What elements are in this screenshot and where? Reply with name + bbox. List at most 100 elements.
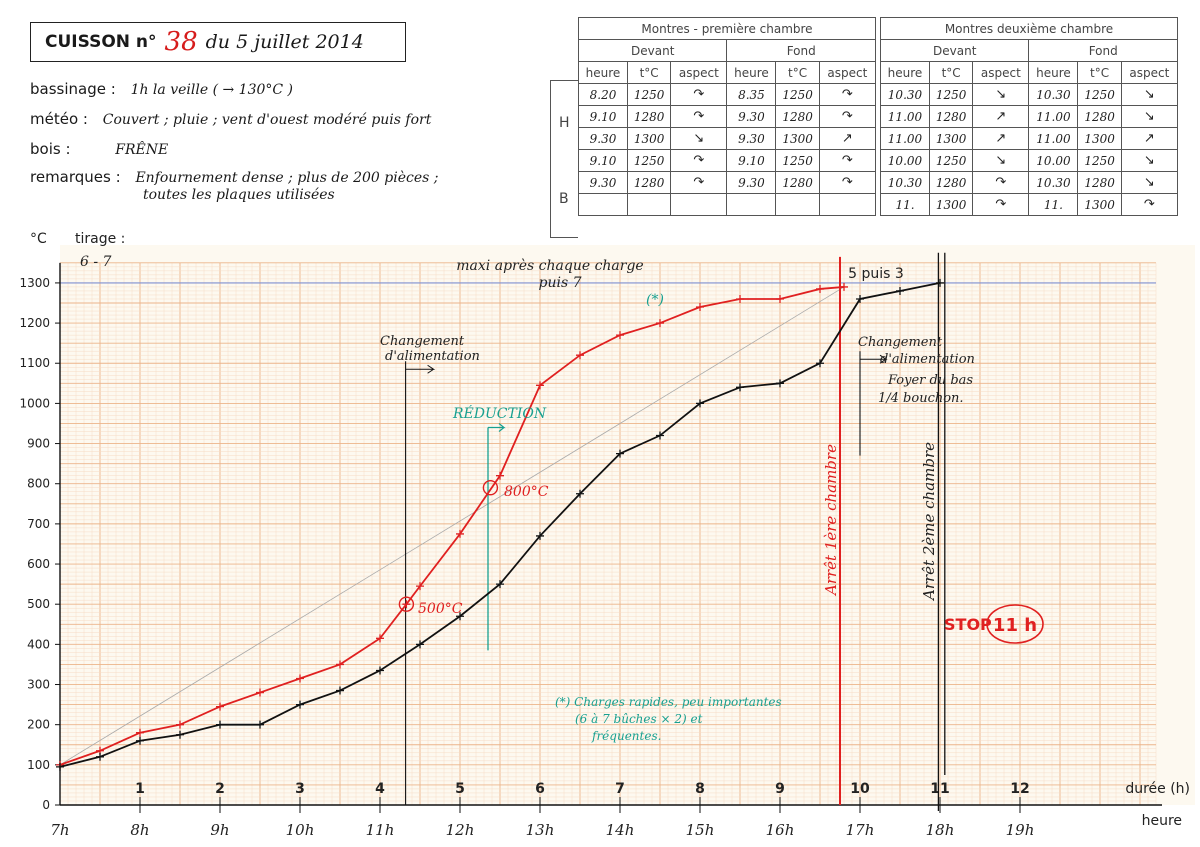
stop-hours-circle [986,604,1044,644]
duration-tick-label: 2 [215,781,225,797]
duration-tick-label: 11 [930,781,949,797]
data-point-chamber2 [336,686,344,695]
table-row: 9.30 1280 ↷ 9.30 1280 ↷ [578,171,877,194]
guide-lines [405,252,946,811]
table-row: 10.30 1280 ↷ 10.30 1280 ↘ [880,171,1179,194]
data-point-chamber2 [376,666,384,675]
duration-tick-label: 3 [295,781,305,797]
hour-tick-label: 12h [446,821,475,839]
data-point-chamber2 [96,752,104,761]
foyer-label-1: Foyer du bas [887,373,973,388]
row-group-b: B [559,191,569,207]
y-tick-label: 0 [42,798,50,812]
data-point-chamber2 [176,730,184,739]
data-point-chamber1 [336,660,344,669]
data-point-chamber1 [216,702,224,711]
table-cell: 1300 [775,127,820,150]
table-row: 9.10 1280 ↷ 9.30 1280 ↷ [578,105,877,128]
hour-tick-label: 11h [366,821,395,839]
table-row: 9.30 1300 ↘ 9.30 1300 ↗ [578,127,877,150]
y-tick-label: 300 [27,678,50,692]
duration-tick-label: 8 [695,781,705,797]
data-point-chamber2 [576,489,584,498]
x-axis-label: durée (h) [1125,781,1190,797]
footnote-line-3: fréquentes. [591,729,661,743]
table-cell: 10.00 [1028,149,1079,172]
label-800c: 800°C [504,484,549,500]
maxi-note-2: puis 7 [539,275,582,291]
data-point-chamber1 [536,381,544,390]
hour-tick-label: 10h [286,821,315,839]
stop-hours-label: 11 h [993,615,1037,636]
aspect-cell: ↷ [972,193,1030,216]
table-cell: 11. [880,193,930,216]
data-point-chamber2 [696,399,704,408]
tirage-end-value: 5 puis 3 [848,266,904,282]
table-cell: 1300 [928,193,974,216]
data-point-chamber1 [776,294,784,303]
data-point-chamber1 [256,688,264,697]
aspect-cell [818,193,877,216]
data-point-chamber2 [536,531,544,540]
table-row: 10.00 1250 ↘ 10.00 1250 ↘ [880,149,1179,172]
hour-tick-label: 13h [526,821,555,839]
data-point-chamber1 [496,471,504,480]
table-cell: 9.30 [578,127,628,150]
aspect-cell: ↷ [670,149,728,172]
series-line-chamber1 [59,286,845,766]
table-cell: 1280 [775,105,820,128]
table1-col: aspect [670,61,728,84]
axes: 0 100 200 300 400 500 600 700 800 900 1000 1100 1200… [19,231,1190,839]
y-tick-label: 1300 [19,276,50,290]
hour-tick-label: 9h [210,821,229,839]
data-point-chamber2 [896,286,904,295]
y-axis-label: °C [30,231,47,247]
y-tick-label: 900 [27,437,50,451]
table-cell: 1280 [1077,105,1122,128]
table2-sub-devant: Devant [879,39,1030,62]
y-tick-label: 1000 [19,396,50,410]
hour-tick-label: 18h [926,821,955,839]
table2-col: t°C [928,61,974,84]
bois-label: bois : [30,140,71,158]
table1-col: heure [578,61,628,84]
meteo-value: Couvert ; pluie ; vent d'ouest modéré pu… [102,112,432,128]
bassinage-value: 1h la veille ( → 130°C ) [130,82,294,98]
table-row: 11.00 1280 ↗ 11.00 1280 ↘ [880,105,1179,128]
duration-tick-label: 1 [135,781,145,797]
annotations: tirage : 6 - 7 maxi après chaque chargepui… [75,231,1044,743]
table-first-chamber: Montres - première chambre Devant Fond h… [577,17,877,216]
hour-tick-label: 8h [130,821,149,839]
tirage-label: tirage : [75,231,125,247]
y-tick-label: 400 [27,637,50,651]
star-marker: (*) [646,292,664,308]
hour-tick-label: 14h [606,821,635,839]
aspect-cell [670,193,728,216]
data-point-chamber1 [840,282,848,291]
table-cell: 1300 [626,127,672,150]
data-point-chamber2 [256,720,264,729]
data-point-chamber2 [456,612,464,621]
row-group-column: H B [550,80,578,238]
table-cell: 1250 [928,149,974,172]
y-tick-label: 800 [27,477,50,491]
duration-tick-label: 12 [1010,781,1029,797]
data-point-chamber2 [496,580,504,589]
data-point-chamber2 [856,294,864,303]
data-point-chamber1 [656,319,664,328]
table-cell: 9.30 [726,127,777,150]
duration-tick-label: 6 [535,781,545,797]
aspect-cell: ↗ [818,127,877,150]
firing-title-box: CUISSON n° 38 du 5 juillet 2014 [30,22,406,62]
marker-800c [482,480,499,496]
row-group-h: H [559,115,570,131]
change-feed-2-label: Changement [858,335,943,350]
table-cell: 1300 [1077,127,1122,150]
remarques-value-2: toutes les plaques utilisées [143,187,335,203]
data-point-chamber1 [416,582,424,591]
table-cell: 1300 [1077,193,1122,216]
remarques-row: remarques : Enfournement dense ; plus de… [30,168,438,203]
aspect-cell: ↘ [1120,149,1179,172]
duration-tick-label: 7 [615,781,625,797]
reduction-arrow [488,423,506,432]
